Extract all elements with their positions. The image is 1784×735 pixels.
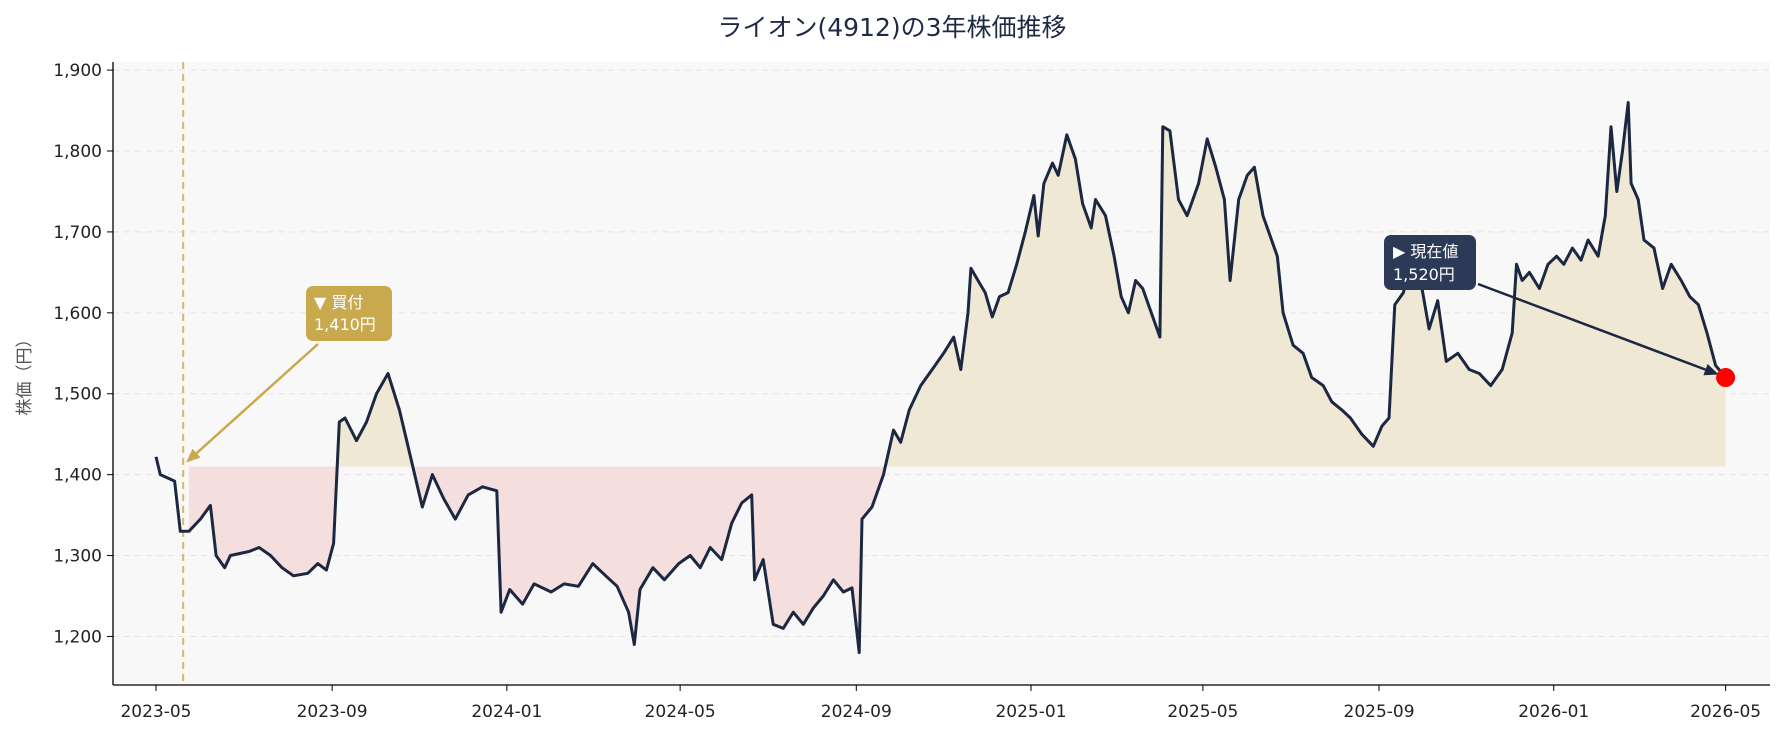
x-tick-label-5: 2025-01 [995,702,1066,722]
x-tick-label-3: 2024-05 [645,702,716,722]
y-tick-label-6: 1,800 [53,142,102,162]
x-tick-label-8: 2026-01 [1518,702,1589,722]
loss-fill [188,466,886,653]
y-tick-label-0: 1,200 [53,627,102,647]
x-tick-label-9: 2026-05 [1690,702,1761,722]
y-axis-ticks: 1,200 1,300 1,400 1,500 1,600 1,700 1,800 1,900 [53,61,113,647]
buy-label-box [306,286,392,341]
current-price-marker [1716,368,1736,388]
y-tick-label-2: 1,400 [53,466,102,486]
y-axis-label: 株価（円） [15,331,35,416]
current-arrow [1477,282,1706,371]
x-tick-label-4: 2024-09 [821,702,892,722]
buy-arrow [195,343,319,455]
y-tick-label-3: 1,500 [53,385,102,405]
y-tick-label-5: 1,700 [53,223,102,243]
y-tick-label-1: 1,300 [53,547,102,567]
buy-price: 1,410円 [314,315,376,334]
current-label-box [1384,235,1476,290]
current-label: ▶ 現在値 [1393,242,1458,261]
chart-title: ライオン(4912)の3年株価推移 [717,13,1066,42]
y-tick-label-7: 1,900 [53,61,102,81]
x-tick-label-1: 2023-09 [297,702,368,722]
axes [112,62,1770,686]
x-tick-label-0: 2023-05 [120,702,191,722]
buy-arrowhead [186,448,201,463]
x-tick-label-6: 2025-05 [1167,702,1238,722]
current-annotation: ▶ 現在値 1,520円 [1384,235,1719,376]
x-axis-ticks: 2023-05 2023-09 2024-01 2024-05 2024-09 2025-… [120,685,1761,722]
current-arrowhead [1703,363,1719,376]
x-tick-label-2: 2024-01 [471,702,542,722]
buy-annotation: ▼ 買付 1,410円 [186,286,392,463]
current-price: 1,520円 [1393,265,1455,284]
y-tick-label-4: 1,600 [53,304,102,324]
x-tick-label-7: 2025-09 [1344,702,1415,722]
price-line [154,101,1727,655]
buy-label: ▼ 買付 [314,293,363,312]
